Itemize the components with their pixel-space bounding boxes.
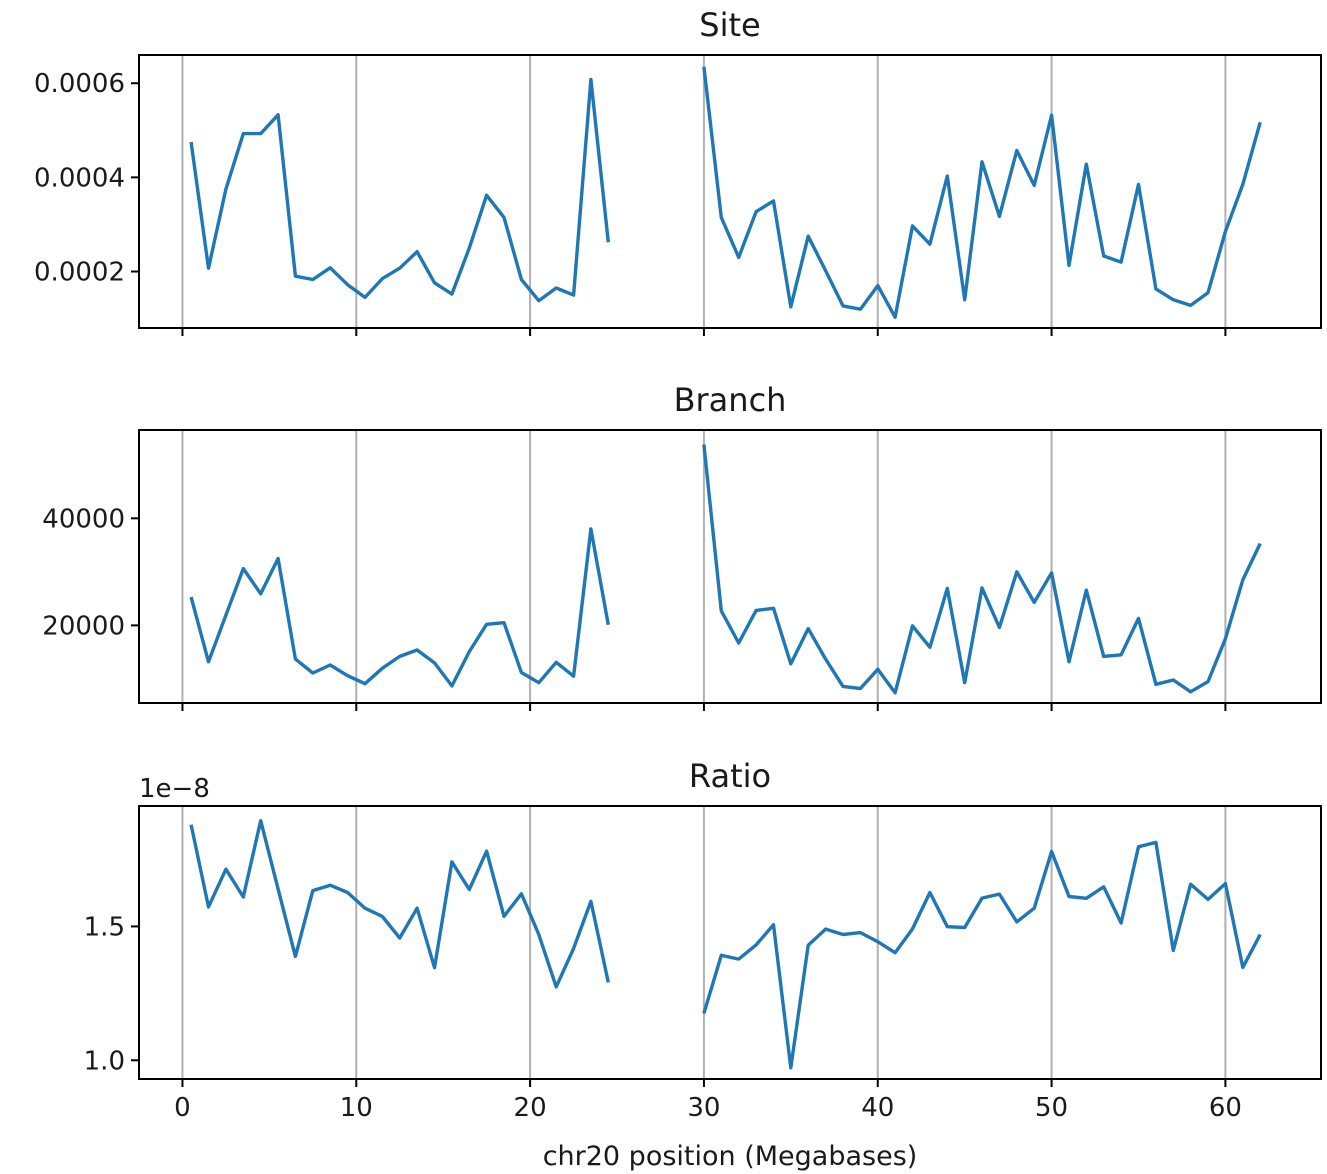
x-tick-label: 10 (340, 1093, 373, 1123)
panel-title: Ratio (689, 757, 771, 795)
y-tick-label: 1.0 (84, 1046, 125, 1076)
series-line-segment-2 (702, 66, 1262, 319)
panel-title: Site (699, 6, 760, 44)
y-tick-label: 0.0004 (34, 163, 125, 193)
panel-branch: Branch 20000 40000 (42, 381, 1322, 711)
axes-frame (138, 805, 1322, 1080)
series-line-segment-1 (189, 77, 610, 303)
y-tick-label: 20000 (42, 611, 125, 641)
x-tick-label: 60 (1209, 1093, 1242, 1123)
panel-ratio: Ratio 1e−8 0 10 20 30 40 50 60 1.0 1.5 (84, 757, 1322, 1123)
series-line-segment-2 (702, 840, 1262, 1070)
x-tick-label: 30 (687, 1093, 720, 1123)
y-tick-label: 0.0006 (34, 69, 125, 99)
x-axis-label: chr20 position (Megabases) (543, 1141, 918, 1172)
axes-frame (138, 429, 1322, 704)
x-tick-label: 50 (1035, 1093, 1068, 1123)
y-tick-label: 1.5 (84, 912, 125, 942)
series-line-segment-2 (702, 444, 1262, 695)
y-scale-label: 1e−8 (139, 774, 210, 804)
x-tick-label: 20 (514, 1093, 547, 1123)
series-line-segment-1 (189, 819, 610, 989)
panel-title: Branch (674, 381, 787, 419)
x-tick-label: 40 (861, 1093, 894, 1123)
axes-frame (138, 54, 1322, 329)
series-line-segment-1 (189, 527, 610, 688)
x-tick-label: 0 (174, 1093, 191, 1123)
y-tick-label: 0.0002 (34, 258, 125, 288)
panel-site: Site 0.0002 0.0004 0.0006 (34, 6, 1322, 336)
y-tick-label: 40000 (42, 504, 125, 534)
